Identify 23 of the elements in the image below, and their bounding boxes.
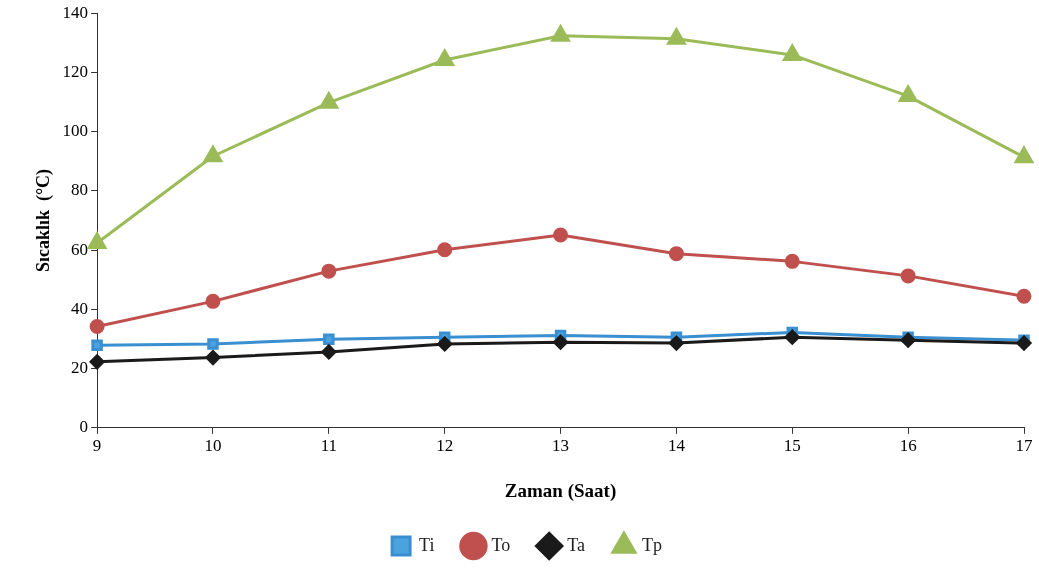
- y-tick-label: 140: [62, 2, 89, 22]
- y-tick-label: 80: [71, 180, 89, 200]
- y-tick-label: 60: [71, 239, 89, 259]
- x-tick-label: 15: [783, 436, 801, 456]
- x-tick-label: 9: [92, 436, 102, 456]
- y-tick-label: 40: [71, 298, 89, 318]
- legend-label: To: [491, 534, 511, 555]
- y-tick-label: 20: [71, 358, 89, 378]
- x-tick-label: 13: [552, 436, 570, 456]
- y-tick-label: 0: [79, 417, 89, 437]
- y-tick-label: 120: [62, 61, 89, 81]
- legend-label: Tp: [641, 534, 662, 555]
- x-tick-label: 16: [899, 436, 917, 456]
- y-tick-label: 100: [62, 121, 89, 141]
- legend-label: Ta: [567, 534, 585, 555]
- x-tick-label: 10: [204, 436, 222, 456]
- x-tick-label: 14: [667, 436, 686, 456]
- x-tick-label: 12: [436, 436, 454, 456]
- y-axis-title: Sıcaklık (°C): [33, 168, 55, 273]
- legend-label: Ti: [419, 534, 435, 555]
- x-tick-label: 11: [320, 436, 338, 456]
- x-axis-title: Zaman (Saat): [504, 479, 617, 502]
- x-tick-label: 17: [1015, 436, 1033, 456]
